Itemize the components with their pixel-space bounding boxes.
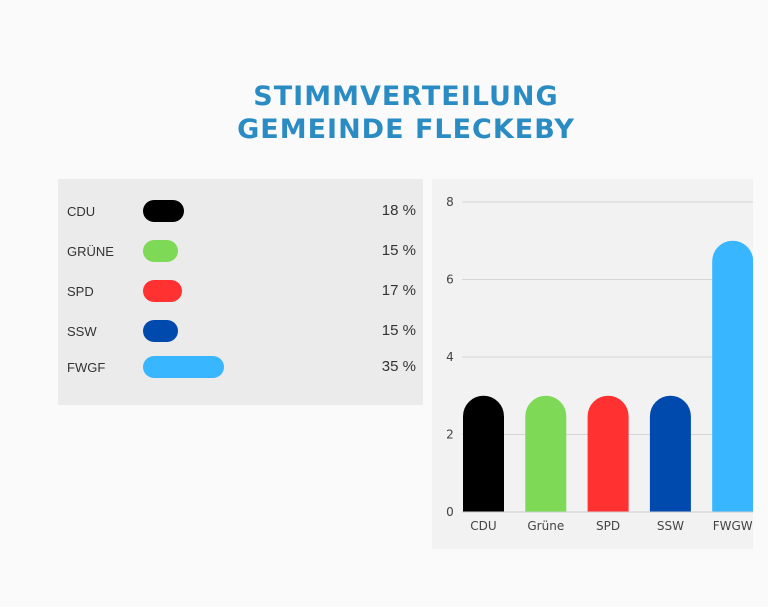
y-tick-label: 0 — [446, 505, 454, 519]
bar-spd — [587, 395, 629, 512]
legend-bar — [143, 240, 178, 262]
bar-grüne — [525, 395, 567, 512]
legend-label: SPD — [67, 284, 94, 299]
bar-chart: 0 2 4 6 8 CDU Grüne SPD SSW FWGW — [446, 195, 754, 533]
legend-label: SSW — [67, 324, 97, 339]
bar-cdu — [463, 395, 504, 512]
legend-bar — [143, 320, 178, 342]
legend-percent: 18 % — [381, 202, 416, 219]
legend-label: GRÜNE — [67, 244, 114, 259]
legend-percent: 15 % — [381, 322, 416, 339]
legend-panel: CDU 18 % GRÜNE 15 % SPD 17 % SSW 15 % FWGF 35 % — [58, 179, 423, 405]
legend-bar — [143, 356, 224, 378]
x-tick-label: SSW — [657, 519, 684, 533]
y-tick-label: 8 — [446, 195, 454, 209]
x-tick-label: SPD — [596, 519, 620, 533]
legend-percent: 35 % — [381, 358, 416, 375]
x-tick-label: CDU — [470, 519, 496, 533]
y-tick-label: 2 — [446, 428, 454, 442]
legend-row-ssw: SSW 15 % — [58, 320, 423, 344]
x-tick-label: FWGW — [713, 519, 753, 533]
legend-label: CDU — [67, 204, 96, 219]
bar-fwgw — [712, 240, 754, 512]
title-line-2: GEMEINDE FLECKEBY — [237, 114, 575, 145]
legend-row-fwgf: FWGF 35 % — [58, 356, 423, 380]
title-line-1: STIMMVERTEILUNG — [253, 81, 559, 112]
legend-row-spd: SPD 17 % — [58, 280, 423, 304]
legend-row-cdu: CDU 18 % — [58, 200, 423, 224]
chart-title: STIMMVERTEILUNG GEMEINDE FLECKEBY — [0, 80, 768, 146]
bar-ssw — [649, 395, 691, 512]
legend-label: FWGF — [67, 360, 106, 375]
y-tick-label: 6 — [446, 273, 454, 287]
legend-percent: 17 % — [381, 282, 416, 299]
x-tick-label: Grüne — [527, 519, 564, 533]
legend-bar — [143, 200, 185, 222]
legend-row-grüne: GRÜNE 15 % — [58, 240, 423, 264]
legend-bar — [143, 280, 183, 302]
legend-percent: 15 % — [381, 242, 416, 259]
y-tick-label: 4 — [446, 350, 454, 364]
bar-chart-panel: 0 2 4 6 8 CDU Grüne SPD SSW FWGW — [432, 179, 754, 549]
